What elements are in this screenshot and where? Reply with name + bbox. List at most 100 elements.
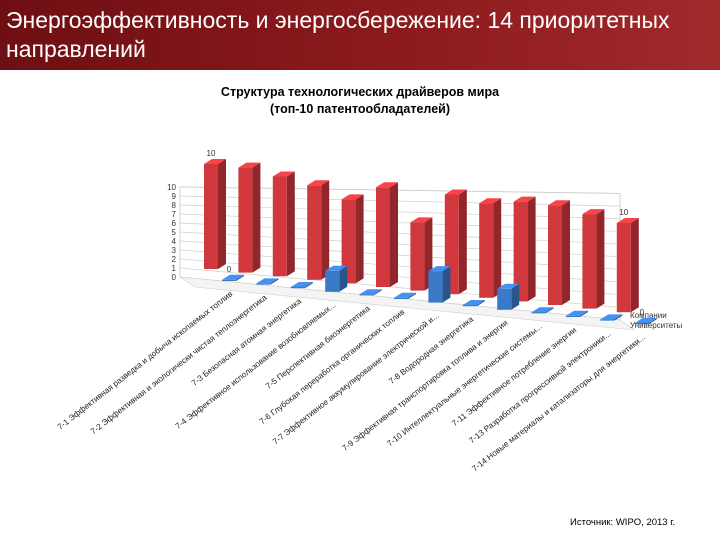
y-tick-label: 9 <box>172 192 177 201</box>
bar-universities <box>394 297 408 299</box>
data-label: 10 <box>207 149 216 158</box>
category-label: 7-2 Эффективная и экологически чистая те… <box>89 293 269 436</box>
y-tick-label: 6 <box>172 219 177 228</box>
bar-companies <box>548 205 562 305</box>
legend-entry: Компании <box>630 311 667 320</box>
bar-universities-top <box>222 274 244 280</box>
bar-universities-top <box>634 318 657 323</box>
bar-companies <box>410 222 425 291</box>
gridline <box>179 267 621 308</box>
bar-companies <box>376 187 390 287</box>
bar-companies-side <box>390 182 398 287</box>
bar-universities <box>222 279 236 281</box>
bar-companies-side <box>218 159 226 269</box>
header-banner: Энергоэффективность и энергосбережение: … <box>0 0 720 70</box>
bar-universities <box>566 315 580 317</box>
bar-universities-top <box>566 310 588 316</box>
bar-companies-side <box>458 189 467 295</box>
source-note: Источник: WIPO, 2013 г. <box>570 517 676 528</box>
bar-companies-side <box>596 209 605 309</box>
bar-companies-top <box>410 217 433 223</box>
category-label: 7-13 Разработка прогрессивной электроник… <box>467 329 612 445</box>
data-label: 10 <box>619 208 628 217</box>
bar-companies <box>341 199 356 284</box>
bar-companies-top <box>582 209 605 215</box>
bar-companies-top <box>341 194 364 200</box>
bar-companies-top <box>479 198 502 204</box>
bar-companies-top <box>204 159 226 164</box>
bar-universities-side <box>408 292 416 299</box>
bar-companies-side <box>493 198 502 298</box>
bar-universities-side <box>545 307 554 314</box>
page-title: Энергоэффективность и энергосбережение: … <box>6 7 670 62</box>
bar-universities <box>428 271 443 303</box>
bar-universities <box>634 323 649 325</box>
y-tick-label: 2 <box>172 255 177 264</box>
bar-universities-side <box>304 282 313 289</box>
y-tick-label: 4 <box>172 237 177 246</box>
bar-companies-top <box>376 182 398 188</box>
bar-companies-side <box>562 200 570 305</box>
y-tick-label: 10 <box>167 183 176 192</box>
bar-universities <box>531 312 546 314</box>
bar-universities-side <box>236 274 244 281</box>
bar-companies <box>238 167 253 273</box>
bar-universities <box>497 288 512 310</box>
bar-universities-top <box>394 292 416 298</box>
bar-companies-side <box>355 194 364 284</box>
category-label: 7-6 Глубокая переработка органических то… <box>258 307 406 426</box>
bar-companies <box>582 214 597 309</box>
data-label: 0 <box>640 308 645 317</box>
bar-universities <box>462 305 477 307</box>
bar-companies-top <box>513 196 536 202</box>
bar-universities-side <box>614 314 623 321</box>
bar-universities <box>600 319 615 321</box>
bar-companies <box>204 164 218 269</box>
y-tick-label: 0 <box>172 273 177 282</box>
bar-companies <box>513 201 528 302</box>
bar-companies <box>307 185 322 280</box>
bar-universities-top <box>290 282 313 287</box>
y-tick-label: 3 <box>172 246 177 255</box>
bar-universities-top <box>325 265 348 271</box>
bar-companies-top <box>444 189 467 195</box>
bar-universities-side <box>648 318 657 325</box>
bar-universities-top <box>497 283 520 289</box>
bar-companies-side <box>321 180 330 280</box>
bar-companies-side <box>252 162 261 273</box>
bar-universities-side <box>373 289 382 296</box>
chart-subtitle: (топ-10 патентообладателей) <box>269 102 451 116</box>
chart-title-block: Структура технологических драйверов мира… <box>140 84 580 118</box>
bar-companies <box>616 222 631 313</box>
bar-universities-top <box>600 314 623 320</box>
bar-chart-3d: 012345678910100100КомпанииУниверситеты7-… <box>56 149 683 473</box>
bar-universities-side <box>511 283 520 310</box>
bar-companies-side <box>527 196 536 302</box>
bar-companies-top <box>272 171 295 177</box>
y-tick-label: 8 <box>172 201 177 210</box>
bar-universities-side <box>580 310 588 317</box>
chart-title: Структура технологических драйверов мира <box>220 85 500 99</box>
bar-companies-top <box>307 180 330 186</box>
bar-universities-side <box>476 300 485 307</box>
bar-universities <box>256 283 271 285</box>
legend-entry: Университеты <box>630 321 683 330</box>
bar-universities-side <box>339 265 348 292</box>
bar-universities-side <box>442 266 451 303</box>
y-tick-label: 7 <box>172 210 177 219</box>
bar-companies-side <box>286 171 295 277</box>
bar-universities <box>290 287 305 289</box>
bar-universities-top <box>462 300 485 305</box>
bar-universities <box>325 270 340 292</box>
y-tick-label: 5 <box>172 228 177 237</box>
bar-companies-side <box>630 217 639 313</box>
bar-universities-top <box>256 278 279 284</box>
bar-universities-top <box>428 266 451 272</box>
bar-companies <box>272 176 287 277</box>
data-label: 0 <box>227 265 232 274</box>
category-label: 7-1 Эффективная разведка и добыча ископа… <box>56 289 234 431</box>
bar-companies-top <box>548 200 570 206</box>
bar-universities <box>359 294 374 296</box>
bar-universities-side <box>270 278 279 285</box>
y-tick-label: 1 <box>172 264 177 273</box>
